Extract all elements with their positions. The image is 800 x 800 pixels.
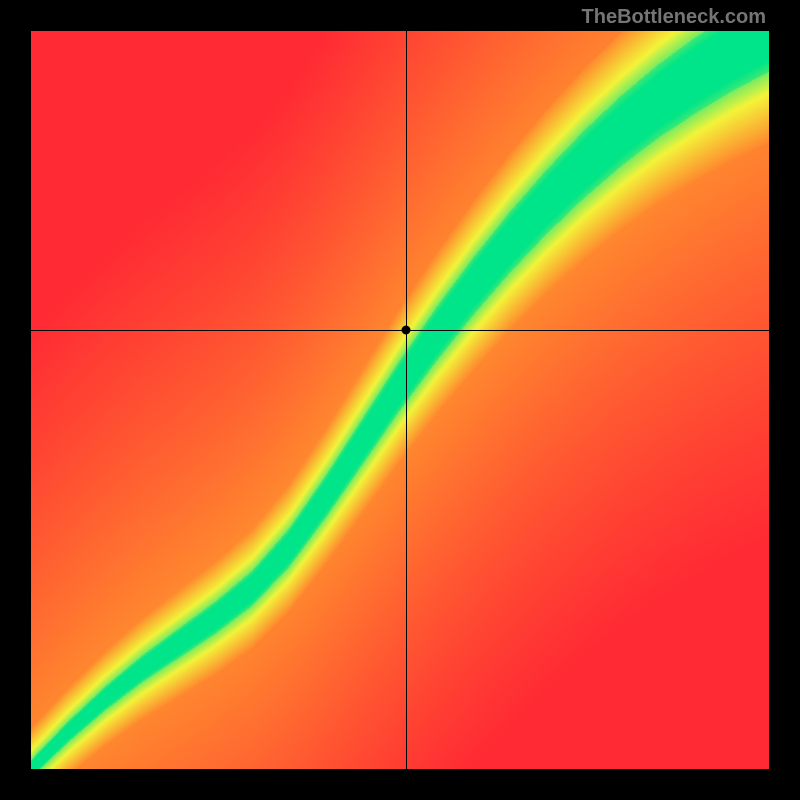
crosshair-vertical: [406, 31, 407, 769]
heatmap-canvas: [31, 31, 769, 769]
attribution-text: TheBottleneck.com: [582, 6, 766, 29]
heatmap-plot: [31, 31, 769, 769]
crosshair-marker: [401, 325, 410, 334]
crosshair-horizontal: [31, 330, 769, 331]
